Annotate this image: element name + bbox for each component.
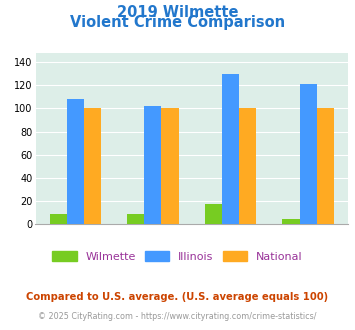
Bar [283, 218, 300, 224]
Bar [205, 204, 222, 224]
Bar [300, 84, 317, 224]
Bar [67, 99, 84, 224]
Bar [127, 214, 144, 224]
Bar [317, 109, 334, 224]
Text: 2019 Wilmette: 2019 Wilmette [117, 5, 238, 20]
Bar [144, 106, 162, 224]
Bar [84, 109, 101, 224]
Bar [50, 214, 67, 224]
Bar [162, 109, 179, 224]
Text: Compared to U.S. average. (U.S. average equals 100): Compared to U.S. average. (U.S. average … [26, 292, 329, 302]
Text: © 2025 CityRating.com - https://www.cityrating.com/crime-statistics/: © 2025 CityRating.com - https://www.city… [38, 312, 317, 321]
Bar [222, 74, 239, 224]
Bar [239, 109, 256, 224]
Legend: Wilmette, Illinois, National: Wilmette, Illinois, National [48, 247, 307, 267]
Text: Violent Crime Comparison: Violent Crime Comparison [70, 15, 285, 30]
